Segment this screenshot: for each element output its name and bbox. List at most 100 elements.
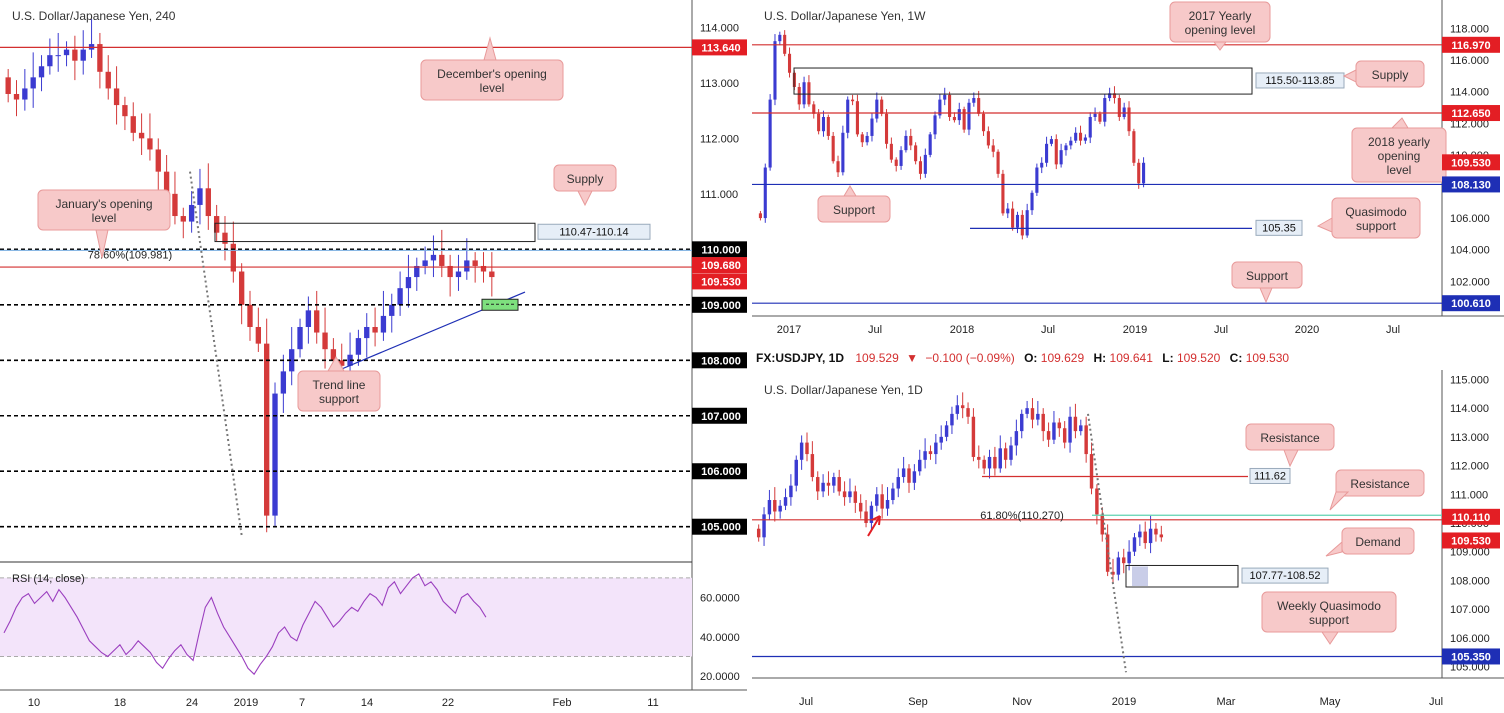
h4-x-tick: 18 (114, 697, 126, 709)
h4-price-tag-bg (692, 407, 747, 424)
h4-candle (172, 193, 178, 217)
weekly-callout-quasimodo-text: Quasimodo (1345, 205, 1407, 219)
h4-chart[interactable]: RSI (14, close) 110.47-110.14 78.60%(109.… (0, 0, 747, 713)
weekly-title: U.S. Dollar/Japanese Yen, 1W (764, 9, 926, 23)
h4-candle (80, 49, 86, 61)
daily-callout-resistance-text: Resistance (1350, 477, 1410, 491)
daily-demand-zone (1125, 564, 1239, 588)
open-label: O: (1024, 351, 1037, 365)
daily-candle (1084, 425, 1088, 455)
weekly-chart-panel[interactable]: 115.50-113.85 105.35 2017 Yearly opening le… (752, 0, 1504, 342)
daily-candle (1127, 551, 1131, 564)
daily-candle (837, 477, 841, 492)
h4-candle (439, 254, 445, 266)
rsi-line (3, 573, 487, 676)
h4-candle (55, 55, 61, 57)
h4-candle (147, 138, 153, 150)
weekly-price-tag: 100.610 (1451, 298, 1491, 310)
h4-callout-supply-text: Supply (567, 172, 604, 186)
daily-candle (960, 405, 965, 409)
h4-price-tag-bg (692, 296, 747, 313)
weekly-callout-support-pointer (843, 185, 857, 197)
daily-candle (1041, 413, 1045, 432)
h4-candle (13, 93, 20, 100)
weekly-candle (880, 99, 884, 114)
h4-price-tag: 108.000 (701, 355, 741, 367)
daily-chart-panel[interactable]: 107.77-108.52 111.62 61.80%(110.270) Resist… (752, 370, 1504, 713)
weekly-price-tag: 108.130 (1451, 179, 1491, 191)
h4-candle (105, 71, 111, 89)
weekly-y-tick: 106.000 (1450, 213, 1490, 225)
weekly-candle (1078, 132, 1083, 141)
h4-candle (113, 88, 120, 106)
daily-callout-demand-box (1341, 527, 1415, 555)
weekly-callout-support-text: Support (833, 203, 876, 217)
daily-candle (901, 468, 906, 478)
weekly-candle (991, 145, 995, 152)
h4-callout-december-open-text: level (480, 81, 505, 95)
h4-candle (155, 149, 161, 172)
weekly-candle (914, 145, 918, 162)
h4-price-tag-bg (692, 39, 747, 56)
daily-candle (869, 505, 874, 523)
daily-candle (891, 488, 895, 501)
weekly-y-tick: 118.000 (1450, 24, 1489, 36)
h4-price-tag: 109.680 (701, 260, 741, 272)
daily-candle (1143, 531, 1147, 544)
h4-callout-december-open-text: December's opening (437, 67, 547, 81)
h4-x-tick: 2019 (234, 697, 258, 709)
weekly-supply-zone-label: 115.50-113.85 (1265, 75, 1334, 87)
h4-chart-panel[interactable]: RSI (14, close) 110.47-110.14 78.60%(109.… (0, 0, 747, 713)
daily-fib-label: 61.80%(110.270) (980, 510, 1064, 522)
h4-price-tag: 110.000 (701, 244, 740, 256)
daily-callout-resistance: Resistance (1329, 469, 1425, 511)
weekly-price-tag: 112.650 (1451, 108, 1490, 120)
daily-candle (1030, 408, 1035, 420)
daily-y-tick: 109.000 (1450, 547, 1490, 559)
weekly-candle (1035, 167, 1039, 193)
weekly-candle (758, 213, 762, 219)
symbol-label: FX:USDJPY, 1D (756, 351, 844, 365)
daily-candle (794, 459, 798, 486)
weekly-candle (1112, 93, 1117, 99)
weekly-candle (1064, 145, 1068, 151)
h4-price-tag: 109.000 (701, 300, 741, 312)
weekly-callout-2018-open-text: 2018 yearly (1368, 135, 1430, 149)
daily-callout-demand-pointer (1325, 540, 1343, 557)
h4-supply-zone-tag-bg (537, 223, 651, 240)
weekly-candle (768, 99, 772, 168)
weekly-candle (1093, 113, 1097, 117)
daily-candle (1003, 448, 1008, 460)
weekly-candle (909, 135, 913, 146)
daily-x-tick: 2019 (1112, 696, 1136, 708)
change-value: −0.100 (−0.09%) (925, 351, 1014, 365)
daily-callout-resistance-upper-text: Resistance (1260, 431, 1320, 445)
weekly-candle (996, 151, 1000, 174)
h4-candle (63, 49, 70, 56)
daily-demand-tag-bg (1241, 567, 1329, 584)
h4-candle (397, 288, 403, 305)
weekly-price-tag-bg (1442, 105, 1500, 122)
h4-candle (122, 105, 128, 117)
h4-candle (30, 77, 36, 89)
weekly-candle (1103, 98, 1107, 122)
weekly-candle (948, 94, 952, 117)
h4-y-tick: 113.000 (700, 78, 739, 90)
weekly-candle (889, 143, 893, 160)
weekly-candle (972, 98, 976, 103)
high-label: H: (1094, 351, 1107, 365)
daily-candle (918, 459, 922, 472)
weekly-callout-quasimodo-pointer (1316, 217, 1333, 233)
daily-candle (934, 442, 938, 455)
weekly-candle (817, 113, 821, 132)
h4-candle (389, 304, 395, 316)
daily-candle (842, 491, 847, 498)
weekly-candle (1142, 162, 1146, 184)
daily-chart[interactable]: 107.77-108.52 111.62 61.80%(110.270) Resist… (752, 370, 1504, 713)
h4-candle (97, 44, 103, 72)
